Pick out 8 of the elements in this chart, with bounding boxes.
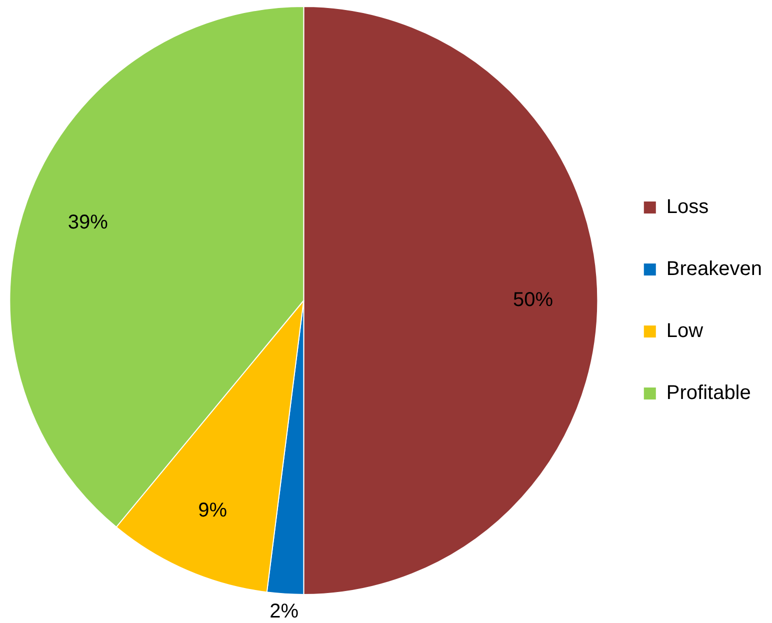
legend-label: Low (666, 320, 704, 342)
data-label: 39% (68, 211, 108, 234)
data-label: 9% (198, 499, 228, 522)
legend-label: Breakeven (666, 258, 762, 280)
data-label: 2% (270, 600, 299, 622)
legend-label: Profitable (666, 382, 751, 404)
data-label: 50% (512, 289, 554, 312)
legend-label: Loss (666, 196, 709, 218)
